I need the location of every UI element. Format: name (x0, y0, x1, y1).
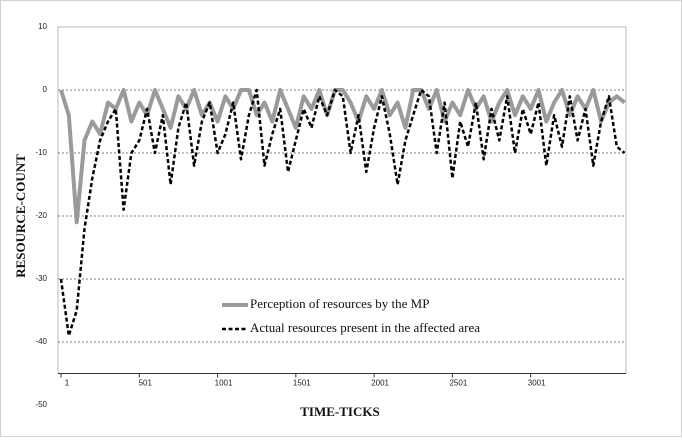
legend-label: Perception of resources by the MP (250, 296, 429, 311)
x-tick-label: 2501 (449, 379, 467, 388)
plot-area (57, 26, 627, 374)
y-tick-label: -30 (35, 274, 47, 283)
series-line (59, 88, 626, 225)
x-tick-label: 501 (139, 379, 153, 388)
y-tick-label: 0 (43, 85, 48, 94)
x-tick-label: 1001 (215, 379, 233, 388)
legend-label: Actual resources present in the affected… (250, 320, 480, 335)
y-tick-label: -10 (35, 148, 47, 157)
y-axis-title: RESOURCE-COUNT (13, 154, 28, 278)
x-tick-label: 2001 (371, 379, 389, 388)
y-tick-label: 10 (38, 22, 47, 31)
y-tick-label: -40 (35, 337, 47, 346)
x-tick-label: 1501 (293, 379, 311, 388)
y-tick-label: -20 (35, 211, 47, 220)
series-line (59, 88, 626, 337)
x-tick-label: 3001 (528, 379, 546, 388)
x-tick-label: 1 (65, 379, 70, 388)
x-axis-title: TIME-TICKS (300, 404, 379, 419)
y-tick-label: -50 (35, 400, 47, 409)
